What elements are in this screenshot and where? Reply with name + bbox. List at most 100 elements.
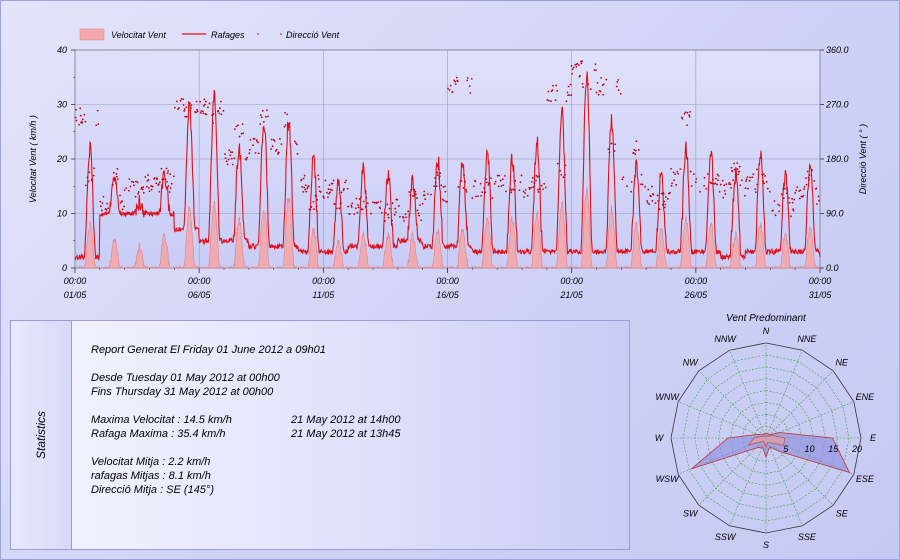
direction-point bbox=[312, 200, 315, 203]
rose-direction-label: SSE bbox=[798, 532, 817, 542]
direction-point bbox=[483, 187, 486, 189]
direction-point bbox=[666, 198, 669, 200]
average-speed-line: Velocitat Mitja : 2.2 km/h bbox=[91, 456, 211, 468]
direction-point bbox=[99, 205, 102, 208]
direction-point bbox=[267, 115, 269, 118]
direction-point bbox=[74, 116, 77, 119]
direction-point bbox=[485, 181, 488, 184]
x-tick-time: 00:00 bbox=[64, 276, 87, 286]
direction-point bbox=[436, 171, 439, 174]
direction-point bbox=[83, 113, 86, 116]
direction-point bbox=[375, 202, 378, 205]
direction-point bbox=[688, 115, 691, 118]
direction-point bbox=[488, 181, 491, 184]
direction-point bbox=[128, 178, 131, 181]
direction-point bbox=[185, 106, 188, 109]
direction-point bbox=[619, 93, 622, 95]
direction-point bbox=[331, 182, 334, 185]
direction-point bbox=[387, 213, 389, 216]
direction-point bbox=[148, 190, 151, 193]
direction-point bbox=[817, 195, 820, 198]
direction-point bbox=[788, 201, 791, 204]
direction-point bbox=[313, 208, 315, 211]
direction-point bbox=[360, 196, 363, 199]
direction-point bbox=[423, 190, 426, 193]
direction-point bbox=[795, 189, 798, 192]
direction-point bbox=[736, 168, 739, 170]
direction-point bbox=[733, 168, 736, 171]
legend-label-direction: Direcció Vent bbox=[286, 30, 340, 40]
direction-point bbox=[538, 188, 541, 190]
direction-point bbox=[226, 163, 229, 166]
rose-spoke bbox=[765, 401, 854, 439]
rose-direction-label: NNE bbox=[797, 334, 817, 344]
direction-point bbox=[340, 202, 342, 205]
direction-point bbox=[686, 124, 688, 127]
direction-point bbox=[729, 183, 732, 186]
direction-point bbox=[170, 182, 173, 185]
direction-point bbox=[123, 189, 126, 191]
direction-point bbox=[648, 203, 651, 206]
rose-ring bbox=[753, 425, 779, 451]
direction-point bbox=[246, 156, 249, 159]
direction-point bbox=[304, 188, 307, 191]
direction-point bbox=[196, 110, 199, 113]
rose-speed-polygon bbox=[747, 434, 786, 449]
direction-point bbox=[137, 193, 140, 195]
direction-point bbox=[803, 186, 806, 188]
direction-point bbox=[129, 185, 132, 188]
direction-point bbox=[259, 114, 262, 117]
direction-point bbox=[328, 184, 331, 187]
direction-point bbox=[728, 181, 731, 184]
direction-point bbox=[377, 201, 380, 204]
direction-point bbox=[654, 202, 657, 205]
direction-point bbox=[399, 215, 401, 218]
direction-point bbox=[562, 176, 565, 179]
direction-point bbox=[302, 190, 305, 193]
direction-point bbox=[739, 184, 742, 187]
direction-point bbox=[689, 110, 692, 113]
direction-point bbox=[315, 205, 318, 208]
direction-point bbox=[383, 220, 386, 222]
direction-point bbox=[578, 64, 580, 66]
direction-point bbox=[788, 197, 790, 199]
direction-point bbox=[554, 99, 557, 102]
direction-point bbox=[651, 199, 654, 202]
direction-point bbox=[689, 170, 692, 173]
direction-point bbox=[343, 187, 345, 190]
direction-point bbox=[790, 215, 792, 218]
direction-point bbox=[670, 167, 672, 170]
direction-point bbox=[344, 181, 346, 184]
direction-point bbox=[542, 188, 545, 191]
rose-spoke bbox=[678, 401, 767, 439]
direction-point bbox=[218, 107, 221, 109]
direction-point bbox=[188, 102, 191, 105]
direction-point bbox=[146, 185, 148, 188]
direction-point bbox=[571, 72, 574, 75]
direction-point bbox=[179, 99, 182, 102]
direction-point bbox=[178, 106, 180, 109]
direction-point bbox=[744, 194, 746, 197]
y2-tick-label: 90.0 bbox=[826, 209, 844, 219]
direction-point bbox=[647, 188, 650, 191]
direction-point bbox=[497, 185, 500, 188]
direction-point bbox=[669, 191, 671, 194]
direction-point bbox=[345, 179, 347, 182]
direction-point bbox=[660, 192, 663, 195]
direction-point bbox=[301, 185, 304, 188]
direction-point bbox=[479, 182, 482, 185]
direction-point bbox=[366, 202, 369, 205]
direction-point bbox=[745, 180, 747, 183]
direction-point bbox=[224, 157, 227, 160]
direction-point bbox=[414, 190, 417, 193]
period-start-line: Desde Tuesday 01 May 2012 at 00h00 bbox=[91, 372, 280, 384]
direction-point bbox=[419, 204, 421, 207]
direction-point bbox=[815, 187, 818, 190]
direction-point bbox=[147, 179, 150, 181]
direction-point bbox=[150, 188, 153, 191]
direction-point bbox=[404, 213, 407, 216]
direction-point bbox=[447, 87, 449, 90]
direction-point bbox=[491, 197, 494, 200]
direction-point bbox=[783, 187, 786, 190]
direction-point bbox=[421, 202, 424, 205]
